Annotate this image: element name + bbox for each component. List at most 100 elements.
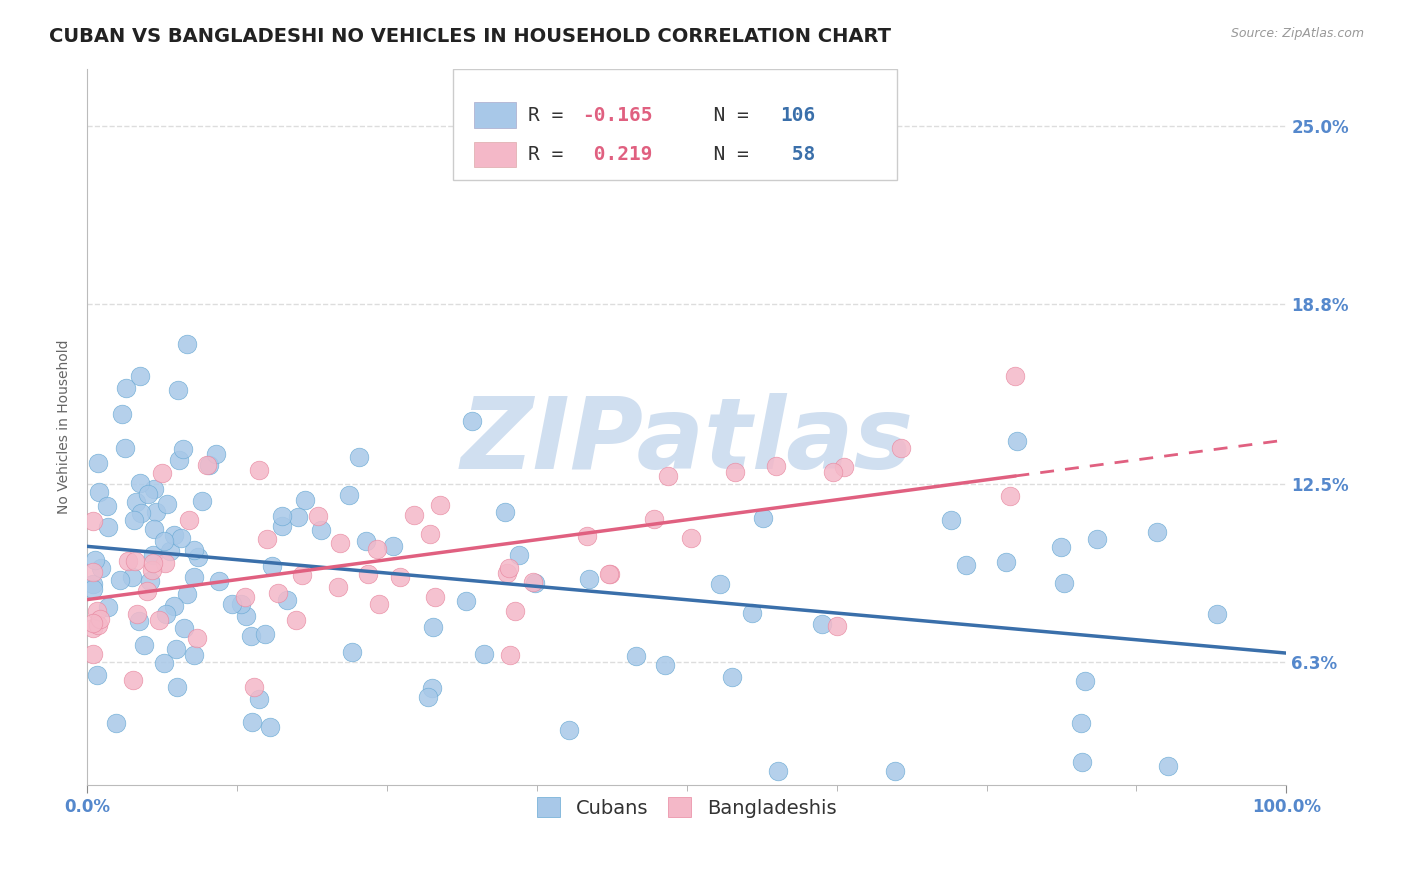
Point <box>419 526 441 541</box>
Point <box>142 557 165 571</box>
Point <box>558 723 581 738</box>
Point <box>416 690 439 704</box>
Point <box>884 764 907 778</box>
Point <box>461 414 484 428</box>
Text: ZIPatlas: ZIPatlas <box>460 392 914 490</box>
Point <box>456 594 478 608</box>
Point <box>125 494 148 508</box>
Point <box>195 458 218 473</box>
Point <box>153 656 176 670</box>
Point <box>198 458 221 472</box>
Point <box>766 764 789 778</box>
Point <box>166 681 188 695</box>
Point <box>132 638 155 652</box>
FancyBboxPatch shape <box>474 103 516 128</box>
Point <box>259 720 281 734</box>
Point <box>709 577 731 591</box>
Point <box>811 616 834 631</box>
Point <box>142 522 165 536</box>
Point <box>285 613 308 627</box>
Point <box>159 543 181 558</box>
Point <box>169 532 191 546</box>
Point <box>598 567 620 582</box>
Point <box>163 528 186 542</box>
Point <box>340 645 363 659</box>
Point <box>235 609 257 624</box>
Point <box>276 593 298 607</box>
Point <box>82 577 104 591</box>
Point <box>1070 756 1092 770</box>
Point <box>307 508 329 523</box>
Point <box>186 631 208 645</box>
Text: R =: R = <box>529 105 575 125</box>
Point <box>183 648 205 662</box>
Point <box>135 584 157 599</box>
Point <box>150 467 173 481</box>
FancyBboxPatch shape <box>474 142 516 168</box>
Point <box>231 597 253 611</box>
Point <box>389 570 412 584</box>
Point <box>233 590 256 604</box>
Point <box>998 489 1021 503</box>
Point <box>821 465 844 479</box>
Point <box>82 621 104 635</box>
Point <box>97 600 120 615</box>
Y-axis label: No Vehicles in Household: No Vehicles in Household <box>58 340 72 514</box>
Point <box>347 450 370 464</box>
Point <box>124 554 146 568</box>
Point <box>243 680 266 694</box>
Point <box>578 572 600 586</box>
Point <box>381 539 404 553</box>
Point <box>1074 673 1097 688</box>
Point <box>1004 369 1026 384</box>
Point <box>148 613 170 627</box>
Point <box>84 553 107 567</box>
Point <box>681 531 703 545</box>
Point <box>82 647 104 661</box>
Point <box>1070 715 1092 730</box>
Point <box>247 691 270 706</box>
Text: N =: N = <box>690 105 761 125</box>
Point <box>145 505 167 519</box>
Point <box>472 648 495 662</box>
Point <box>156 497 179 511</box>
Point <box>939 513 962 527</box>
Point <box>208 574 231 588</box>
Point <box>143 483 166 497</box>
Text: Source: ZipAtlas.com: Source: ZipAtlas.com <box>1230 27 1364 40</box>
Point <box>165 641 187 656</box>
Point <box>153 533 176 548</box>
Point <box>271 509 294 524</box>
Point <box>752 511 775 525</box>
Point <box>139 574 162 588</box>
Point <box>1146 524 1168 539</box>
Point <box>494 505 516 519</box>
Point <box>357 566 380 581</box>
Point <box>825 618 848 632</box>
Point <box>87 456 110 470</box>
Point <box>114 381 136 395</box>
Point <box>155 607 177 622</box>
Text: CUBAN VS BANGLADESHI NO VEHICLES IN HOUSEHOLD CORRELATION CHART: CUBAN VS BANGLADESHI NO VEHICLES IN HOUS… <box>49 27 891 45</box>
Point <box>291 568 314 582</box>
Point <box>599 567 621 582</box>
Point <box>114 441 136 455</box>
Point <box>326 580 349 594</box>
Text: 58: 58 <box>780 145 815 164</box>
Point <box>354 533 377 548</box>
Point <box>253 627 276 641</box>
Point <box>270 518 292 533</box>
Point <box>368 597 391 611</box>
Text: R =: R = <box>529 145 575 164</box>
Point <box>657 468 679 483</box>
Point <box>1085 532 1108 546</box>
Point <box>329 536 352 550</box>
Point <box>173 621 195 635</box>
Point <box>177 513 200 527</box>
Point <box>239 629 262 643</box>
Point <box>429 498 451 512</box>
Point <box>89 612 111 626</box>
Point <box>183 542 205 557</box>
Text: N =: N = <box>690 145 761 164</box>
Point <box>723 465 745 479</box>
